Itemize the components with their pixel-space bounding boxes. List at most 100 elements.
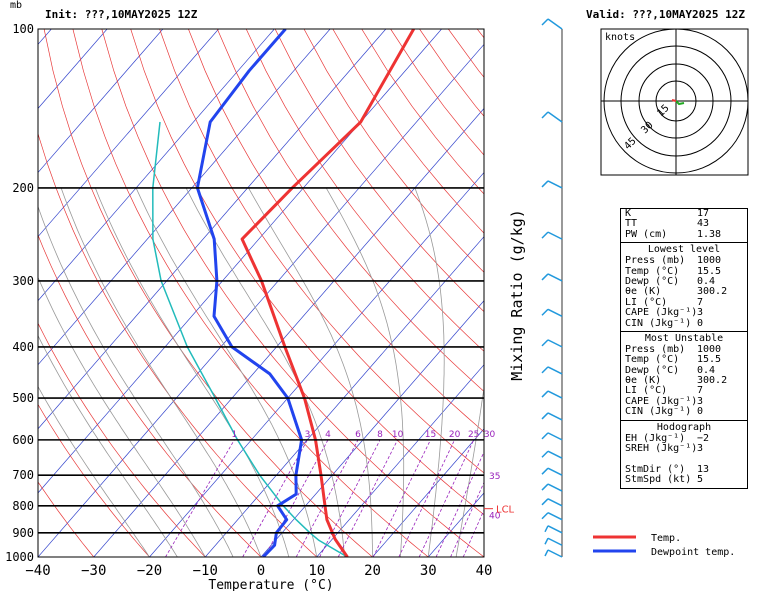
- mixing-ratio-label: 3: [305, 430, 311, 440]
- index-key: PW (cm): [625, 228, 668, 240]
- x-tick-label: −40: [25, 563, 50, 579]
- hodograph-trace: [671, 99, 677, 102]
- mixing-ratio-line: [372, 439, 431, 557]
- index-value: 0: [697, 406, 704, 418]
- x-tick-label: 20: [364, 563, 381, 579]
- index-key: Press (mb): [625, 343, 686, 355]
- dry-adiabat: [38, 322, 206, 557]
- hodograph-frame: [600, 28, 749, 176]
- index-row: Dewp (°C) 0.4: [621, 364, 747, 376]
- index-value: 13: [697, 463, 710, 475]
- index-key: CAPE (Jkg⁻¹): [625, 395, 698, 407]
- index-value: 1000: [697, 255, 722, 267]
- y-tick-label: 600: [12, 433, 34, 447]
- y-tick-label: 200: [12, 181, 34, 195]
- dry-adiabat: [216, 29, 484, 392]
- wind-barb: [541, 111, 549, 119]
- index-key: StmSpd (kt): [625, 474, 692, 486]
- isotherm-line: [204, 236, 484, 557]
- index-value: 1.38: [697, 228, 722, 240]
- hodograph-trace: [675, 100, 685, 106]
- y-tick-label: 700: [12, 468, 34, 482]
- wind-barb: [541, 339, 549, 347]
- index-row: StmDir (°) 13: [621, 463, 747, 475]
- mixing-ratio-line: [450, 481, 484, 557]
- lowest-level-box: Lowest level Press (mb) 1000 Temp (°C) 15.5…: [620, 243, 748, 332]
- index-key: θe (K): [625, 375, 662, 387]
- wind-barb: [541, 308, 549, 316]
- x-tick-label: −20: [137, 563, 162, 579]
- index-value: 5: [697, 474, 704, 486]
- wind-barb: [547, 512, 563, 521]
- x-tick-label: −10: [193, 563, 218, 579]
- index-row: SREH (Jkg⁻¹) 3: [621, 443, 747, 454]
- mixing-ratio-line: [462, 509, 484, 557]
- lcl-label: LCL: [496, 505, 515, 516]
- legend-label: Dewpoint temp.: [651, 547, 735, 558]
- index-key: θe (K): [625, 286, 662, 298]
- mixing-ratio-line: [418, 439, 475, 557]
- y-tick-label: 1000: [5, 550, 34, 564]
- wind-barb: [547, 366, 563, 375]
- index-row: LI (°C) 7: [621, 296, 747, 308]
- most-unstable-box: Most Unstable Press (mb) 1000 Temp (°C) 15.…: [620, 331, 748, 421]
- valid-time: Valid: ???,10MAY2025 12Z: [586, 8, 745, 21]
- indices-table: K 17 TT 43 PW (cm) 1.38 Lowest level Press (m…: [620, 208, 748, 489]
- index-value: 43: [697, 218, 710, 230]
- y-tick-label: 800: [12, 499, 34, 513]
- mixing-ratio-label: 10: [392, 430, 404, 440]
- mixing-ratio-label: 30: [484, 430, 496, 440]
- index-row: EH (Jkg⁻¹) −2: [621, 433, 747, 444]
- wind-barb: [547, 525, 563, 534]
- mixing-ratio-label: 25: [468, 430, 479, 440]
- index-row: θe (K) 300.2: [621, 286, 747, 298]
- isotherm-line: [316, 364, 484, 557]
- index-key: K: [625, 208, 632, 219]
- dry-adiabat: [43, 29, 373, 557]
- wind-barb: [544, 537, 549, 545]
- index-key: LI (°C): [625, 385, 668, 397]
- index-key: Dewp (°C): [625, 275, 680, 287]
- wind-barb: [547, 549, 563, 558]
- mixing-ratio-label: 8: [377, 430, 383, 440]
- dry-adiabat: [38, 132, 318, 557]
- mixing-ratio-line: [242, 439, 308, 557]
- index-value: 3: [697, 395, 704, 407]
- mixing-ratio-label: 15: [425, 430, 436, 440]
- y-axis-label: Mixing Ratio (g/kg): [508, 209, 526, 381]
- dry-adiabat: [72, 29, 429, 557]
- isotherm-line: [38, 29, 275, 302]
- moist-adiabat: [38, 205, 234, 557]
- wind-barb: [547, 483, 563, 492]
- plot-frame: [37, 28, 485, 558]
- wind-barb: [547, 467, 563, 476]
- index-row: CAPE (Jkg⁻¹) 3: [621, 307, 747, 319]
- wind-barb: [544, 549, 549, 557]
- wind-barb: [547, 231, 563, 240]
- index-value: 7: [697, 296, 704, 308]
- wind-barb: [541, 483, 549, 491]
- y-tick-label: 500: [12, 391, 34, 405]
- mixing-ratio-label: 1: [232, 430, 238, 440]
- index-row: CIN (Jkg⁻¹) 0: [621, 406, 747, 418]
- isotherm-line: [38, 29, 219, 238]
- wind-barb: [541, 467, 549, 475]
- wind-barb: [541, 450, 549, 458]
- index-value: 300.2: [697, 375, 728, 387]
- wind-barb: [541, 273, 549, 281]
- isotherm-line: [260, 300, 484, 557]
- index-value: 15.5: [697, 265, 722, 277]
- hodograph-title: Hodograph: [656, 421, 712, 433]
- index-row: K 17: [621, 208, 747, 219]
- mixing-ratio-line: [319, 439, 381, 557]
- index-row: PW (cm) 1.38: [621, 228, 747, 240]
- index-row: θe (K) 300.2: [621, 375, 747, 387]
- index-value: 7: [697, 385, 704, 397]
- wind-barb: [547, 537, 563, 546]
- mixing-ratio-label: 4: [325, 430, 331, 440]
- index-key: CAPE (Jkg⁻¹): [625, 307, 698, 319]
- wind-barb: [544, 525, 549, 533]
- wind-barb: [547, 450, 563, 459]
- index-value: 0.4: [697, 364, 716, 376]
- mixing-ratio-line: [165, 439, 235, 557]
